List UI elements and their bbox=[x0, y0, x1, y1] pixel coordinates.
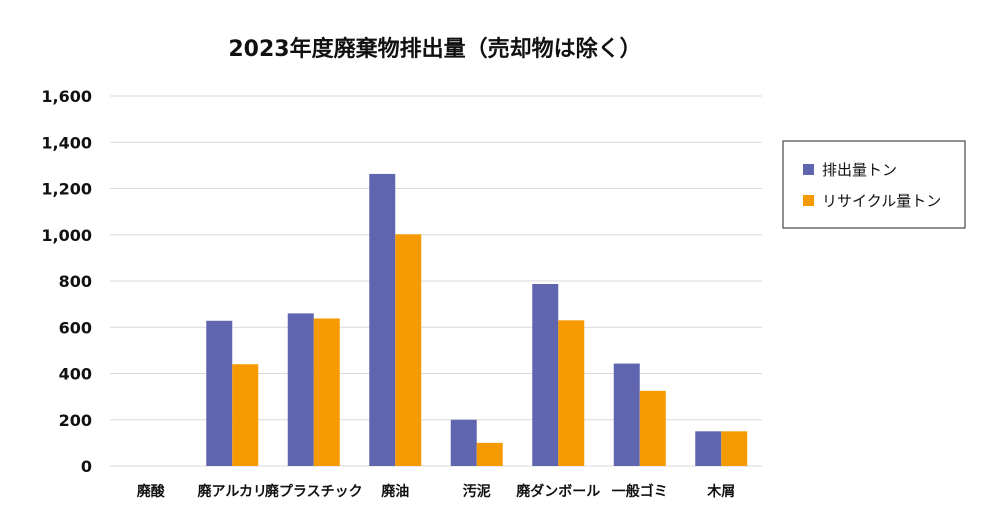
y-tick-label: 600 bbox=[59, 318, 92, 337]
y-tick-label: 1,400 bbox=[41, 133, 92, 152]
bar bbox=[313, 318, 340, 466]
bar bbox=[206, 320, 233, 466]
x-tick-label: 一般ゴミ bbox=[612, 483, 668, 500]
bar bbox=[287, 313, 314, 466]
bar bbox=[450, 419, 477, 466]
bar bbox=[639, 390, 666, 466]
y-axis-tick-labels: 0 200 400 600 800 1,000 1,200 1,400 1,600 bbox=[41, 87, 92, 476]
bar bbox=[395, 234, 422, 466]
y-tick-label: 0 bbox=[81, 457, 92, 476]
x-tick-label: 廃油 bbox=[381, 483, 409, 500]
chart-title: 2023年度廃棄物排出量（売却物は除く） bbox=[228, 36, 641, 62]
bar bbox=[695, 431, 722, 466]
legend-label-emission: 排出量トン bbox=[822, 161, 897, 179]
y-tick-label: 1,600 bbox=[41, 87, 92, 106]
y-tick-label: 800 bbox=[59, 272, 92, 291]
bar bbox=[369, 173, 396, 466]
bar bbox=[232, 364, 259, 466]
legend-label-recycle: リサイクル量トン bbox=[822, 192, 941, 210]
bar bbox=[476, 442, 503, 466]
legend: 排出量トン リサイクル量トン bbox=[782, 140, 966, 229]
bar bbox=[613, 363, 640, 466]
y-tick-label: 400 bbox=[59, 365, 92, 384]
y-tick-label: 1,000 bbox=[41, 226, 92, 245]
legend-swatch-emission bbox=[803, 164, 814, 175]
x-tick-label: 木屑 bbox=[706, 483, 735, 500]
x-tick-label: 廃アルカリ bbox=[198, 483, 267, 500]
x-tick-label: 廃酸 bbox=[137, 483, 166, 500]
x-tick-label: 汚泥 bbox=[463, 483, 491, 500]
legend-swatch-recycle bbox=[803, 195, 814, 206]
x-tick-label: 廃プラスチック bbox=[265, 483, 363, 500]
bars bbox=[206, 173, 748, 466]
legend-frame bbox=[782, 140, 966, 229]
bar bbox=[532, 284, 559, 466]
bar bbox=[558, 320, 585, 466]
x-tick-label: 廃ダンボール bbox=[516, 483, 600, 500]
y-tick-label: 1,200 bbox=[41, 180, 92, 199]
y-tick-label: 200 bbox=[59, 411, 92, 430]
bar bbox=[721, 431, 748, 466]
